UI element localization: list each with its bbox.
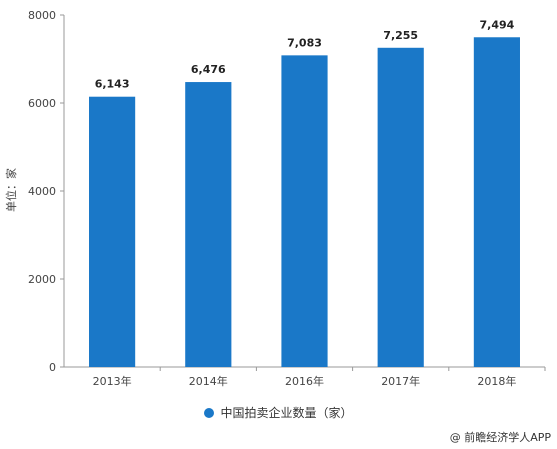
data-label: 7,494 (480, 18, 515, 31)
legend-swatch (204, 408, 215, 418)
legend: 中国拍卖企业数量（家） (0, 404, 557, 421)
bar (89, 96, 136, 367)
data-label: 6,476 (191, 63, 226, 76)
bar (377, 47, 424, 367)
data-label: 7,083 (287, 36, 322, 49)
data-label: 6,143 (95, 78, 130, 91)
y-tick-label: 4000 (28, 185, 56, 198)
x-tick-label: 2018年 (477, 374, 516, 388)
x-tick-label: 2014年 (189, 374, 228, 388)
bar (185, 82, 232, 367)
y-tick-label: 2000 (28, 273, 56, 286)
x-tick-label: 2016年 (285, 374, 324, 388)
y-tick-label: 6000 (28, 97, 56, 110)
x-tick-label: 2017年 (381, 374, 420, 388)
y-tick-label: 0 (49, 361, 56, 374)
source-credit: @ 前瞻经济学人APP (449, 431, 551, 444)
bar (473, 37, 520, 367)
y-axis-label: 单位：家 (4, 168, 18, 212)
data-label: 7,255 (383, 29, 418, 42)
y-tick-label: 8000 (28, 9, 56, 22)
legend-label: 中国拍卖企业数量（家） (220, 406, 353, 420)
x-tick-label: 2013年 (93, 374, 132, 388)
plot-area: 0 2000 4000 6000 8000 6,143 2013年 6,476 2014年 7,0… (28, 9, 546, 388)
bar (281, 55, 328, 368)
